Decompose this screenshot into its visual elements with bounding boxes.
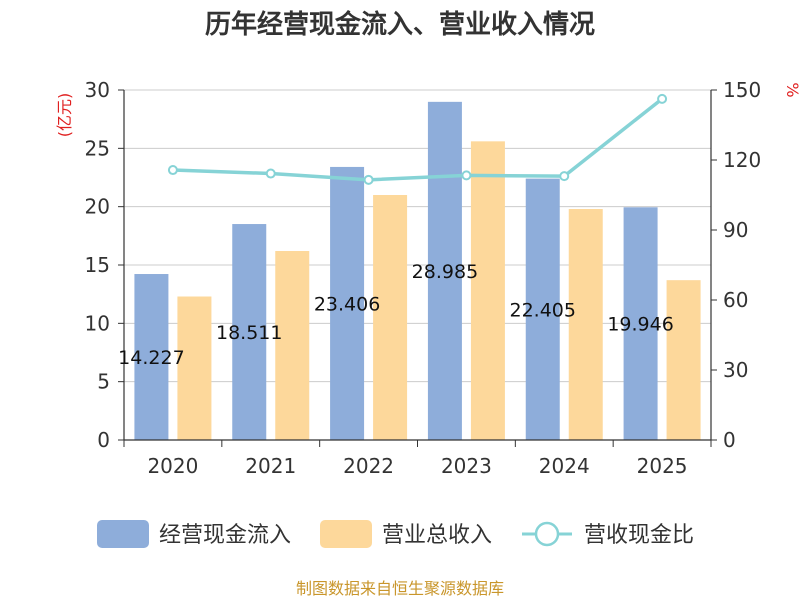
y-left-tick-label: 30 [85, 78, 110, 102]
y-right-tick-label: 30 [723, 358, 748, 382]
bar-revenue [666, 280, 701, 440]
bar-revenue [177, 296, 212, 440]
y-left-tick-label: 0 [97, 428, 110, 452]
x-tick-label: 2025 [637, 454, 688, 478]
data-labels: 14.227 18.511 23.406 28.985 22.405 19.946 [118, 261, 674, 369]
bar-cash-inflow [525, 178, 560, 440]
line-point [363, 174, 374, 185]
y-right-tick-label: 60 [723, 288, 748, 312]
line-point [559, 171, 570, 182]
y-left-tick-label: 20 [85, 195, 110, 219]
x-tick-label: 2024 [539, 454, 590, 478]
y-left-unit: (亿元) [55, 93, 74, 138]
legend-label: 经营现金流入 [159, 523, 291, 548]
x-tick-label: 2023 [441, 454, 492, 478]
line-layer [167, 93, 668, 185]
grid-lines [124, 89, 711, 383]
legend-swatch [97, 520, 149, 548]
bar-revenue [373, 195, 408, 440]
data-label: 18.511 [216, 322, 282, 344]
legend-label: 营收现金比 [584, 523, 694, 548]
x-tick-label: 2022 [343, 454, 394, 478]
y-right-tick-label: 90 [723, 218, 748, 242]
x-tick-label: 2020 [147, 454, 198, 478]
data-label: 19.946 [607, 314, 673, 336]
x-tick-label: 2021 [245, 454, 296, 478]
y-right-tick-label: 0 [723, 428, 736, 452]
line-point [657, 93, 668, 104]
line-point [461, 170, 472, 181]
chart-title: 历年经营现金流入、营业收入情况 [205, 9, 595, 40]
source-note: 制图数据来自恒生聚源数据库 [296, 579, 504, 598]
line-ratio [172, 97, 664, 182]
bar-revenue [470, 141, 505, 441]
y-left-tick-label: 25 [85, 136, 110, 160]
bar-layer [134, 101, 701, 441]
y-left-tick-label: 10 [85, 311, 110, 335]
line-point [265, 168, 276, 179]
legend-marker [534, 521, 560, 547]
y-right-tick-label: 150 [723, 78, 761, 102]
legend: 经营现金流入 营业总收入 营收现金比 [97, 520, 694, 548]
legend-swatch [320, 520, 372, 548]
y-right-unit: % [783, 82, 800, 97]
bar-revenue [568, 209, 603, 440]
bar-cash-inflow [232, 224, 267, 440]
data-label: 14.227 [118, 347, 184, 369]
data-label: 22.405 [510, 299, 576, 321]
data-label: 23.406 [314, 293, 380, 315]
y-left-tick-label: 5 [97, 370, 110, 394]
line-point [167, 165, 178, 176]
data-label: 28.985 [412, 261, 478, 283]
legend-label: 营业总收入 [382, 523, 492, 548]
bar-revenue [275, 251, 310, 440]
bar-cash-inflow [330, 166, 365, 440]
bar-cash-inflow [134, 274, 169, 440]
y-right-tick-label: 120 [723, 148, 761, 172]
bar-cash-inflow [623, 207, 658, 440]
bar-cash-inflow [427, 101, 462, 440]
y-left-tick-label: 15 [85, 253, 110, 277]
